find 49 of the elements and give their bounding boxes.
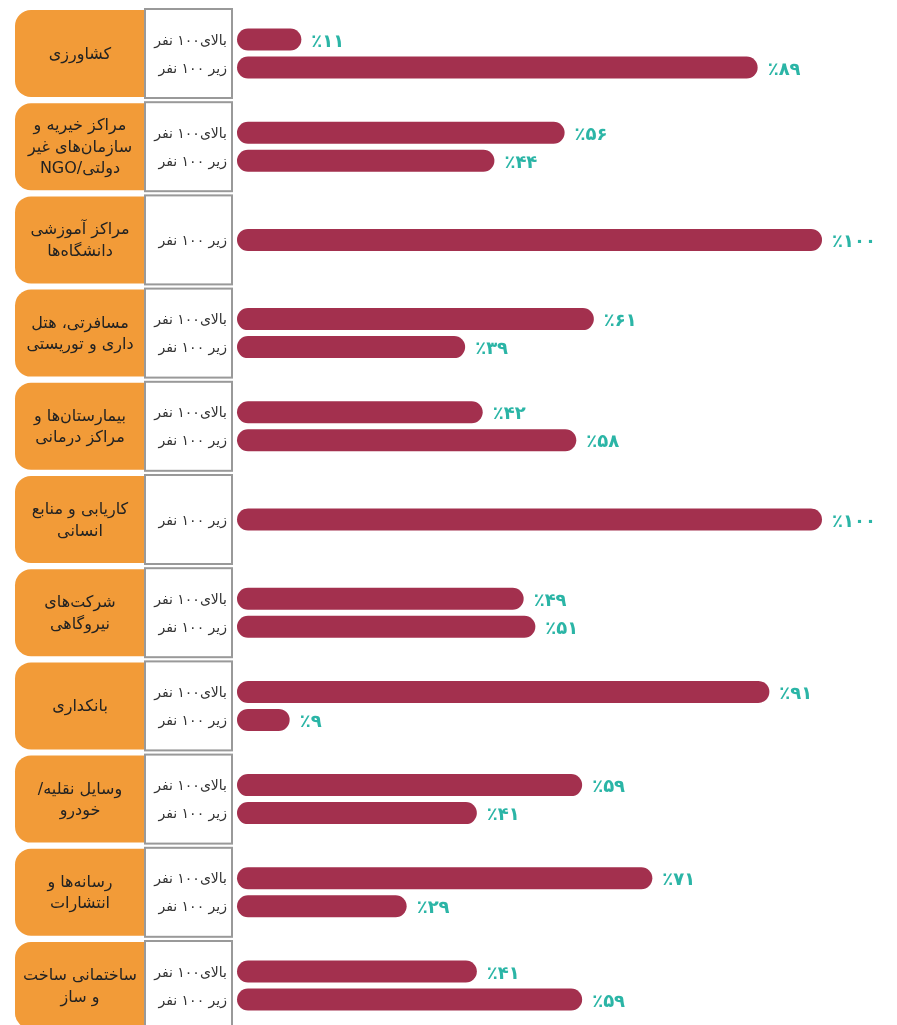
data-label: ٪۵۹ xyxy=(592,989,626,1011)
data-label: ٪۴۱ xyxy=(486,803,520,825)
text: زیر ۱۰۰ نفر xyxy=(158,432,227,449)
data-label: ٪۵۸ xyxy=(586,430,620,452)
data-label: ٪۱۱ xyxy=(311,29,345,51)
text: بالای۱۰۰ نفر xyxy=(154,124,227,141)
series-label: زیر ۱۰۰ نفر xyxy=(157,59,227,77)
text: بالای۱۰۰ نفر xyxy=(154,311,227,328)
data-label: ٪۴۹ xyxy=(533,588,567,610)
y-tick-label: مسافرتی، هتل داری و توریستی xyxy=(25,311,135,356)
y-tick-label: کاریابی و منابع انسانی xyxy=(30,497,130,542)
text: زیر ۱۰۰ نفر xyxy=(158,339,227,356)
text: زیر ۱۰۰ نفر xyxy=(158,711,227,728)
text: بالای۱۰۰ نفر xyxy=(154,683,227,700)
y-tick-label: ساختمانی ساخت و ساز xyxy=(22,963,138,1009)
data-label: ٪۹ xyxy=(299,709,322,731)
data-label: ٪۴۱ xyxy=(486,961,520,983)
y-tick-label: رسانه‌ها و انتشارات xyxy=(45,870,114,915)
text: بالای۱۰۰ نفر xyxy=(154,870,227,887)
text: زیر ۱۰۰ نفر xyxy=(158,152,227,169)
data-label: ٪۵۶ xyxy=(574,122,608,144)
text: بالای۱۰۰ نفر xyxy=(154,777,227,794)
data-label: ٪۲۹ xyxy=(416,896,450,918)
data-label: ٪۵۱ xyxy=(545,616,579,638)
y-tick-label: وسایل نقلیه/ خودرو xyxy=(36,777,124,822)
data-label: ٪۶۱ xyxy=(603,309,637,331)
y-tick-label: بانکداری xyxy=(51,695,109,718)
text: زیر ۱۰۰ نفر xyxy=(158,618,227,635)
y-tick-label: مراکز خیریه و سازمان‌های غیر دولتی/NGO xyxy=(26,114,134,180)
data-label: ٪۵۹ xyxy=(592,775,626,797)
data-label: ٪۳۹ xyxy=(475,337,509,359)
data-label: ٪۴۲ xyxy=(492,402,526,424)
data-label: ٪۹۱ xyxy=(779,681,813,703)
text: زیر ۱۰۰ نفر xyxy=(158,805,227,822)
text: بالای۱۰۰ نفر xyxy=(154,404,227,421)
y-tick-label: کشاورزی xyxy=(47,42,113,66)
data-label: ٪۸۹ xyxy=(767,57,801,79)
y-tick-label: شرکت‌های نیروگاهی xyxy=(43,591,117,636)
text: زیر ۱۰۰ نفر xyxy=(158,991,227,1008)
y-tick-label: بیمارستان‌ها و مراکز درمانی xyxy=(32,404,128,449)
data-label: ٪۴۴ xyxy=(504,150,538,172)
data-label: ٪۱۰۰ xyxy=(832,229,876,251)
series-label: بالای۱۰۰ نفر xyxy=(153,31,227,49)
data-label: ٪۷۱ xyxy=(662,868,696,890)
text: بالای۱۰۰ نفر xyxy=(154,963,227,980)
data-label: ٪۱۰۰ xyxy=(832,509,876,531)
text: بالای۱۰۰ نفر xyxy=(154,590,227,607)
y-tick-label: مراکز آموزشی دانشگاه‌ها xyxy=(29,218,131,262)
text: زیر ۱۰۰ نفر xyxy=(158,898,227,915)
